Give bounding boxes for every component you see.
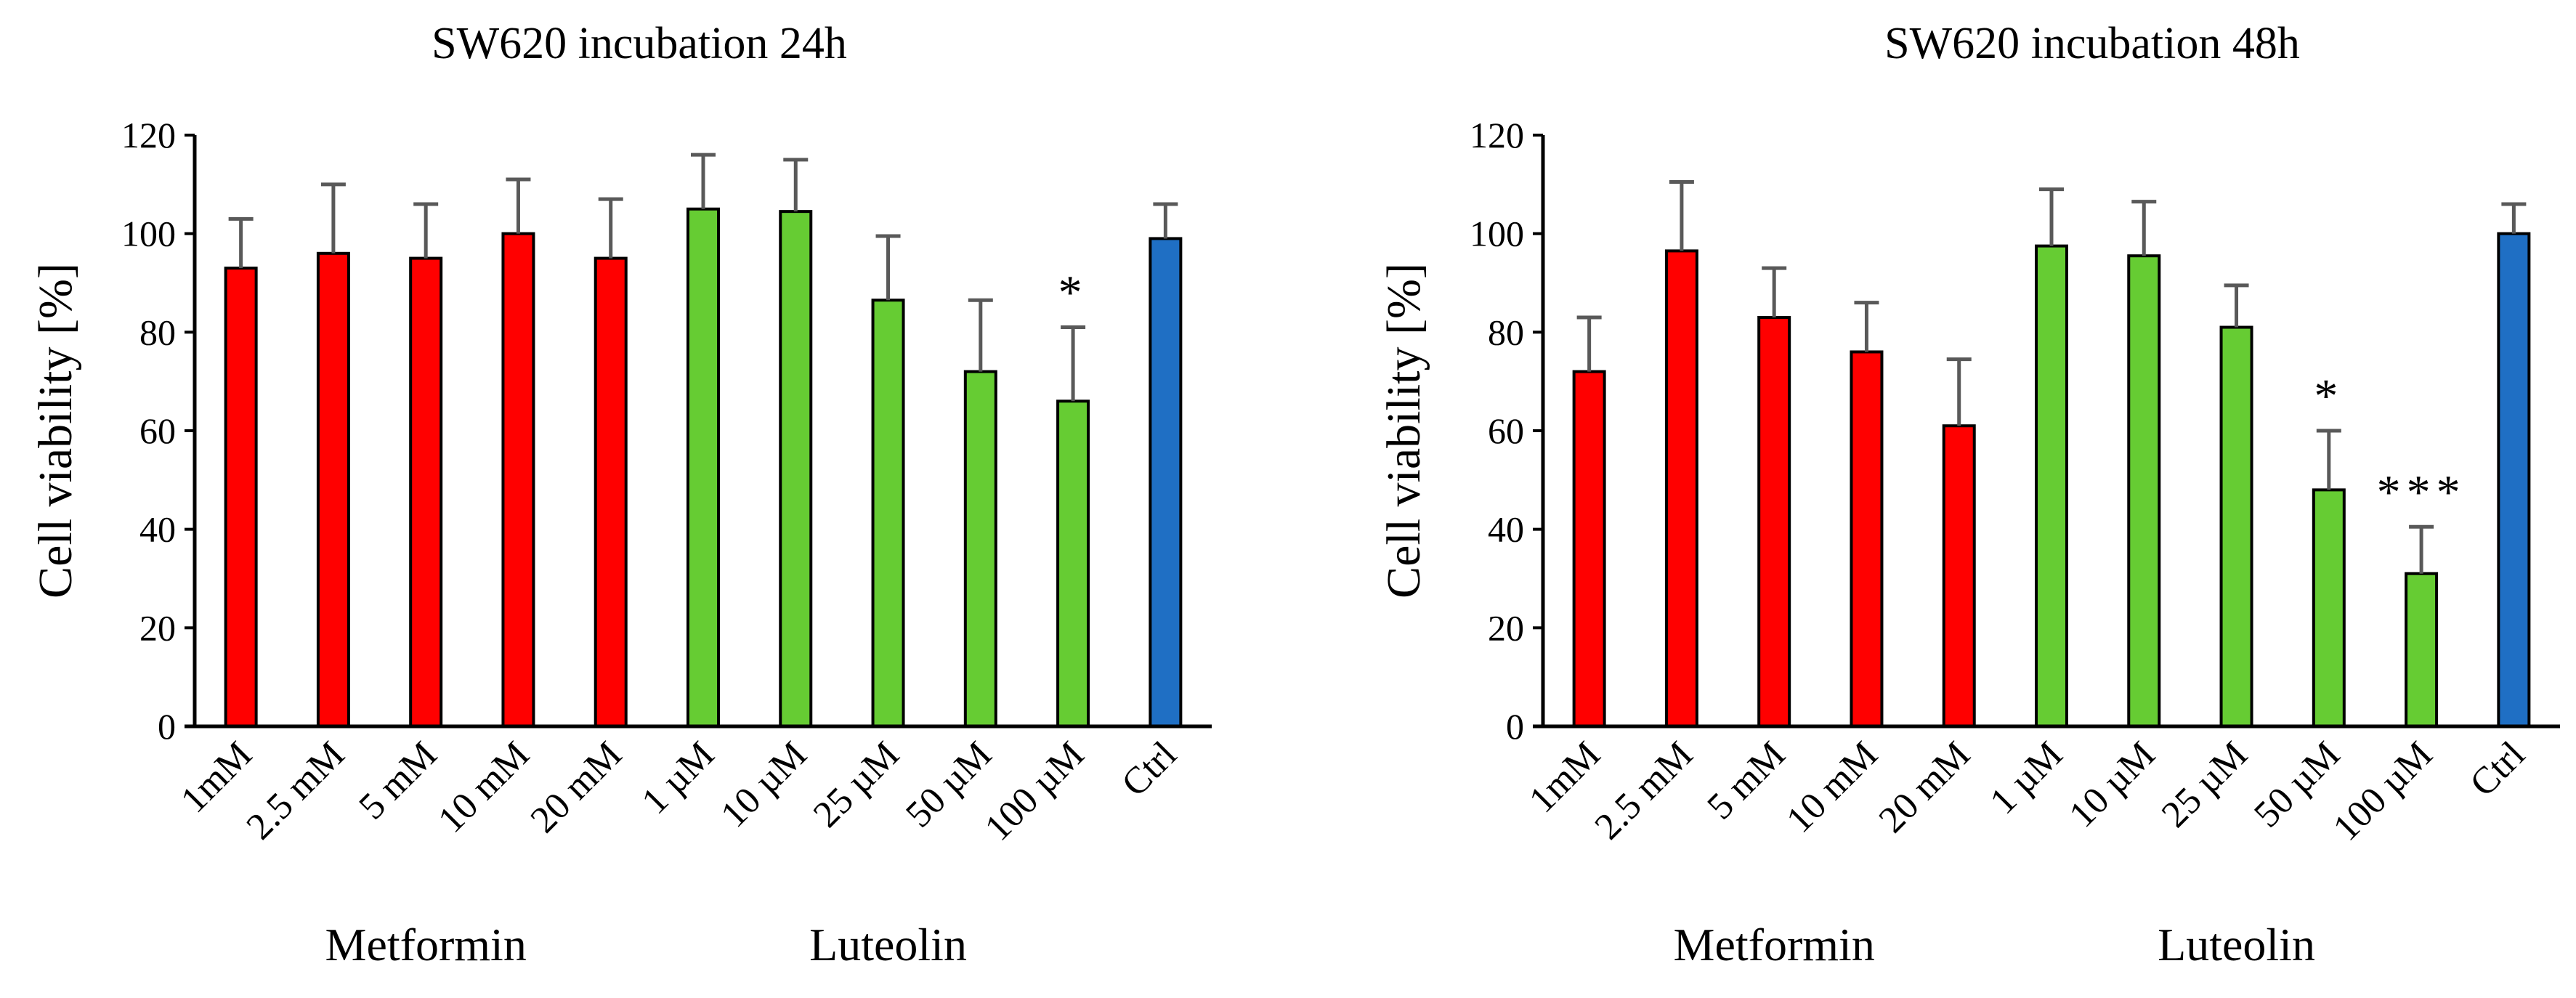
x-tick-label: 10 mM [1778,734,1886,841]
x-tick-label: 5 mM [1699,734,1793,827]
bar-1 [1572,370,1606,728]
bar-3 [1757,315,1791,728]
x-tick-label: 25 µM [2154,734,2256,835]
bar-3 [409,256,443,729]
x-tick-label: 100 µM [977,734,1093,849]
bar-5 [1942,424,1976,728]
y-tick-label: 120 [1470,115,1524,155]
y-tick-label: 100 [1470,214,1524,254]
y-axis-label: Cell viability [%] [29,263,82,599]
chart-title: SW620 incubation 48h [1884,19,2300,68]
x-tick-label: 1 µM [634,734,723,822]
bar-6 [686,207,720,728]
group-label: Luteolin [2158,919,2315,970]
bar-11 [2497,232,2531,728]
bar-11 [1149,237,1183,728]
significance-marker: * [2314,370,2344,423]
y-tick-label: 0 [1506,706,1524,747]
bar-8 [871,299,905,729]
y-tick-label: 80 [139,312,176,352]
bar-7 [2127,254,2161,729]
x-tick-label: 1mM [173,734,260,821]
y-tick-label: 20 [139,607,176,648]
x-tick-label: Ctrl [2462,734,2533,805]
y-tick-label: 20 [1488,607,1524,648]
x-tick-label: Ctrl [1114,734,1185,805]
bar-1 [224,267,258,728]
y-tick-label: 120 [121,115,176,155]
significance-marker: * [1058,267,1088,320]
bar-8 [2219,325,2253,728]
bar-4 [1850,350,1884,728]
x-tick-label: 100 µM [2325,734,2441,849]
bar-2 [316,251,350,728]
y-tick-label: 40 [1488,509,1524,550]
y-tick-label: 40 [139,509,176,550]
bar-7 [779,210,813,728]
chart-24h: SW620 incubation 24h Cell viability [%] 0 2… [29,19,1212,970]
y-tick-label: 0 [158,706,176,747]
x-tick-label: 20 mM [523,734,631,841]
bar-6 [2035,244,2068,728]
bar-9 [963,370,997,728]
chart-48h: SW620 incubation 48h Cell viability [%] 0 2… [1377,19,2560,970]
x-tick-label: 10 µM [2062,734,2163,835]
y-tick-label: 80 [1488,312,1524,352]
group-label: Metformin [325,919,527,970]
chart-title: SW620 incubation 24h [432,19,847,68]
x-tick-label: 25 µM [806,734,907,835]
x-tick-label: 10 mM [430,734,538,841]
x-tick-label: 1 µM [1982,734,2071,822]
x-tick-label: 1mM [1521,734,1608,821]
bar-4 [501,232,535,728]
y-tick-label: 60 [139,410,176,451]
bar-10 [1056,399,1090,728]
bar-9 [2312,488,2346,729]
group-label: Luteolin [809,919,967,970]
y-tick-label: 60 [1488,410,1524,451]
x-tick-label: 2.5 mM [1587,734,1701,848]
x-tick-label: 5 mM [351,734,445,827]
bar-2 [1664,249,1698,728]
y-axis-label: Cell viability [%] [1377,263,1430,599]
x-tick-label: 10 µM [713,734,815,835]
significance-marker: *** [2377,466,2466,519]
group-label: Metformin [1674,919,1875,970]
y-tick-label: 100 [121,214,176,254]
bar-5 [594,256,628,729]
x-tick-label: 2.5 mM [239,734,353,848]
bar-10 [2405,572,2439,729]
x-tick-label: 20 mM [1871,734,1979,841]
